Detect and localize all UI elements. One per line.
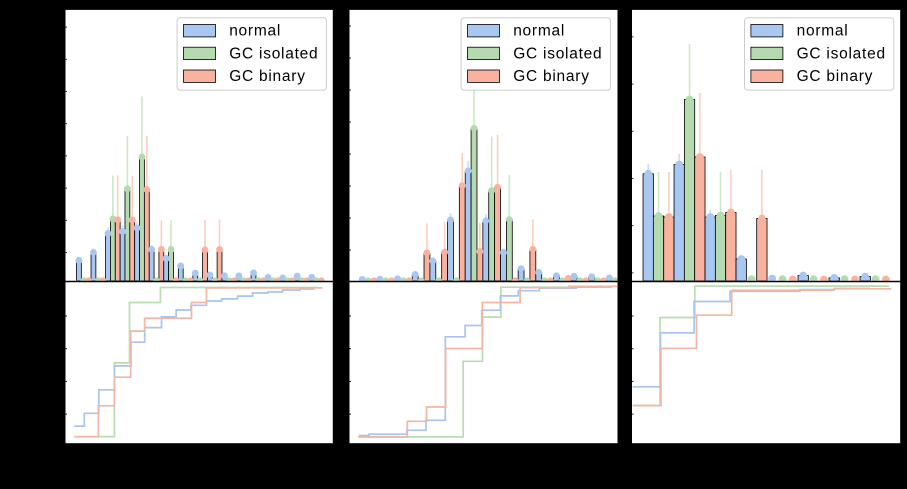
svg-text:GC binary: GC binary bbox=[513, 68, 590, 85]
svg-text:GC binary: GC binary bbox=[797, 68, 874, 85]
svg-text:normal: normal bbox=[229, 23, 281, 40]
svg-text:GC isolated: GC isolated bbox=[797, 46, 886, 63]
svg-text:GC isolated: GC isolated bbox=[229, 46, 318, 63]
svg-text:normal: normal bbox=[797, 23, 849, 40]
svg-text:GC binary: GC binary bbox=[229, 68, 306, 85]
svg-text:GC isolated: GC isolated bbox=[513, 46, 602, 63]
svg-text:normal: normal bbox=[513, 23, 565, 40]
